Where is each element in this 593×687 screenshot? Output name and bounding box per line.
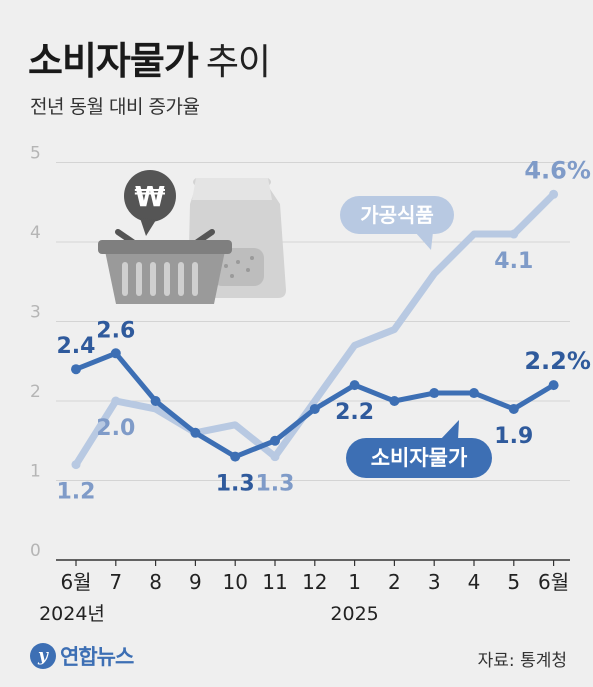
data-label: 2.0: [96, 416, 135, 441]
year-label: 2025: [330, 603, 378, 625]
data-label: 1.3: [256, 472, 295, 497]
x-tick-label: 5: [507, 570, 520, 594]
data-point: [150, 396, 161, 406]
data-point: [71, 460, 81, 470]
x-tick-label: 3: [428, 570, 441, 594]
year-label: 2024년: [39, 603, 105, 625]
y-tick-label: 1: [30, 462, 41, 482]
x-tick-label: 8: [149, 570, 162, 594]
data-label: 1.3: [216, 472, 255, 497]
series-callout-processed-food: 가공식품: [340, 196, 454, 250]
logo-text: 연합뉴스: [60, 645, 134, 669]
x-tick-label: 6월: [538, 570, 569, 594]
data-point: [230, 451, 241, 462]
data-point: [509, 229, 519, 239]
x-tick-label: 6월: [60, 570, 91, 594]
data-point: [270, 452, 280, 462]
data-point: [548, 380, 559, 391]
x-tick-label: 9: [189, 570, 202, 594]
y-tick-label: 2: [30, 382, 41, 402]
callout-label: 소비자물가: [371, 446, 468, 470]
source-note: 자료: 통계청: [477, 651, 567, 671]
data-point: [71, 364, 81, 375]
x-tick-label: 11: [262, 570, 287, 594]
yonhap-logo: y 연합뉴스: [30, 641, 134, 671]
title-sub: 추이: [205, 42, 271, 83]
data-point: [469, 388, 479, 399]
chart-title: 소비자물가 추이: [28, 30, 271, 85]
data-label: 2.4: [57, 334, 96, 359]
chart-subtitle: 전년 동월 대비 증가율: [30, 96, 200, 118]
data-point: [389, 396, 400, 406]
x-tick-label: 2: [388, 570, 401, 594]
data-label: 4.6%: [524, 156, 591, 184]
data-label: 2.6: [96, 318, 135, 343]
data-point: [508, 403, 519, 414]
logo-mark: y: [30, 643, 56, 669]
won-coin-icon: ₩: [124, 170, 176, 236]
data-point: [309, 403, 320, 414]
data-label: 1.2: [57, 480, 96, 505]
x-tick-label: 12: [302, 570, 327, 594]
data-label: 1.9: [494, 424, 533, 449]
x-tick-label: 10: [222, 570, 247, 594]
shopping-basket-icon: [98, 229, 232, 304]
title-main: 소비자물가: [28, 39, 199, 83]
data-label: 4.1: [494, 249, 533, 274]
svg-text:₩: ₩: [135, 180, 166, 213]
data-point: [549, 189, 559, 199]
x-tick-label: 4: [468, 570, 481, 594]
data-label: 2.2: [335, 400, 374, 425]
x-tick-label: 1: [348, 570, 361, 594]
callout-label: 가공식품: [360, 203, 434, 227]
y-tick-label: 3: [30, 303, 41, 323]
series-line: [72, 190, 558, 469]
shopping-illustration: ₩: [98, 170, 286, 304]
y-tick-label: 4: [30, 223, 41, 243]
x-tick-label: 7: [109, 570, 122, 594]
y-tick-label: 0: [30, 541, 41, 561]
series-callout-consumer-prices: 소비자물가: [346, 420, 492, 478]
data-point: [270, 435, 280, 446]
data-point: [349, 380, 360, 391]
data-point: [190, 427, 201, 438]
data-label: 2.2%: [524, 347, 591, 375]
data-point: [111, 396, 121, 406]
data-point: [110, 348, 121, 359]
y-tick-label: 5: [30, 144, 41, 164]
data-point: [429, 388, 440, 399]
